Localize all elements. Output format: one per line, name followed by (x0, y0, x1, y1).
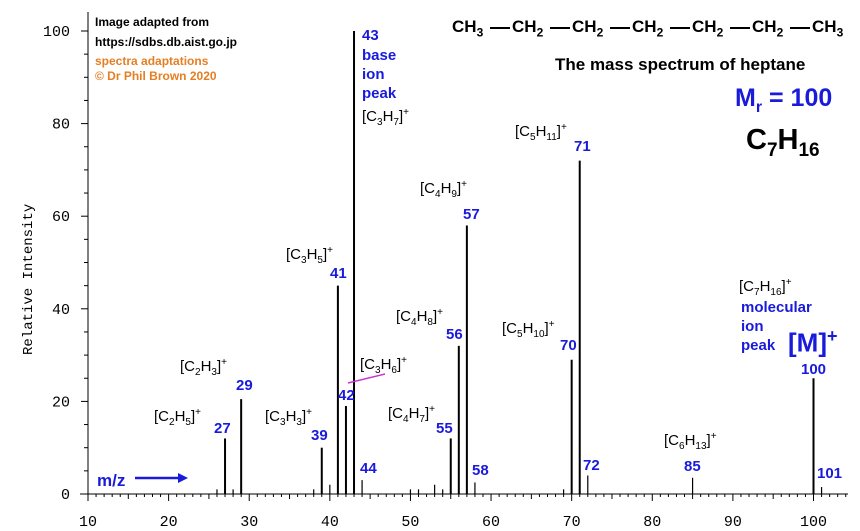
structure-group: CH3 (812, 17, 844, 40)
pointer-42 (347, 373, 386, 384)
molecular-ion-note: peak (741, 337, 776, 354)
x-tick-label: 60 (482, 514, 500, 531)
peak-mz-label: 72 (583, 457, 600, 474)
structural-formula: CH3 CH2 CH2 CH2 CH2 CH2 CH3 (452, 18, 847, 42)
y-axis-label: Relative Intensity (21, 204, 37, 355)
structure-group: CH2 (752, 17, 784, 40)
y-tick-label: 60 (52, 209, 70, 226)
structure-group: CH2 (512, 17, 544, 40)
x-tick-label: 10 (79, 514, 97, 531)
peak-mz-label: 56 (446, 326, 463, 343)
chart-axes (80, 12, 848, 501)
peak-mz-label: 58 (472, 462, 489, 479)
peak-mz-label: 43 (362, 27, 379, 44)
peak-mz-label: 101 (817, 465, 843, 482)
y-tick-label: 0 (61, 487, 70, 504)
peak-mz-label: 100 (801, 361, 827, 378)
peak-ion-label: [C5H11]+ (515, 122, 567, 143)
chart-title: The mass spectrum of heptane (555, 55, 806, 74)
peak-mz-label: 39 (311, 427, 328, 444)
x-tick-label: 70 (563, 514, 581, 531)
base-peak-note: base (362, 47, 397, 64)
x-tick-label: 80 (643, 514, 661, 531)
structure-bond (490, 27, 510, 29)
x-tick-label: 90 (724, 514, 742, 531)
structure-group: CH2 (572, 17, 604, 40)
molecular-ion-note: ion (741, 318, 764, 335)
x-tick-label: 100 (800, 514, 827, 531)
y-tick-label: 40 (52, 302, 70, 319)
peak-ion-label: [C4H8]+ (396, 307, 443, 328)
structure-bond (610, 27, 630, 29)
peak-ion-label: [C3H6]+ (360, 355, 407, 376)
peak-mz-label: 57 (463, 206, 480, 223)
peak-ion-label: [C3H3]+ (265, 407, 312, 428)
peak-mz-label: 41 (330, 265, 347, 282)
molecular-formula: C7H16 (746, 124, 820, 161)
peak-ion-label: [C3H5]+ (286, 245, 333, 266)
peak-bars (216, 31, 823, 494)
peak-mz-label: 27 (214, 420, 231, 437)
structure-bond (790, 27, 810, 29)
x-tick-label: 40 (321, 514, 339, 531)
structure-group: CH2 (692, 17, 724, 40)
peak-ion-label: [C7H16]+ (739, 277, 792, 298)
structure-bond (730, 27, 750, 29)
credit-line-2: https://sdbs.db.aist.go.jp (95, 35, 237, 49)
peak-ion-label: [C2H5]+ (154, 407, 201, 428)
x-tick-label: 50 (401, 514, 419, 531)
peak-ion-label: [C3H7]+ (362, 107, 409, 128)
relative-molecular-mass: Mr = 100 (735, 84, 833, 116)
peak-ion-label: [C2H3]+ (180, 357, 227, 378)
structure-group: CH3 (452, 17, 484, 40)
peak-ion-label: [C5H10]+ (502, 319, 555, 340)
x-tick-label: 20 (160, 514, 178, 531)
peak-mz-label: 42 (338, 387, 355, 404)
peak-mz-label: 71 (574, 138, 591, 155)
peak-ion-label: [C6H13]+ (664, 431, 717, 452)
y-tick-label: 20 (52, 394, 70, 411)
peak-ion-label: [C4H7]+ (388, 404, 435, 425)
base-peak-note: peak (362, 85, 397, 102)
credit-line-1: Image adapted from (95, 15, 210, 29)
peak-mz-label: 29 (236, 377, 253, 394)
molecular-ion-tag: [M]+ (788, 326, 838, 358)
structure-bond (550, 27, 570, 29)
peak-ion-label: [C4H9]+ (420, 179, 467, 200)
x-axis-label: m/z (97, 471, 125, 490)
peak-mz-label: 85 (684, 458, 701, 475)
structure-group: CH2 (632, 17, 664, 40)
peak-mz-label: 70 (560, 337, 577, 354)
peak-mz-label: 55 (436, 420, 453, 437)
molecular-ion-note: molecular (741, 299, 812, 316)
credit-line-3: spectra adaptations (95, 54, 209, 68)
mz-arrow-head (178, 473, 188, 483)
credit-line-4: © Dr Phil Brown 2020 (95, 69, 217, 83)
y-tick-label: 100 (43, 24, 70, 41)
x-tick-label: 30 (240, 514, 258, 531)
peak-mz-label: 44 (360, 460, 377, 477)
base-peak-note: ion (362, 66, 385, 83)
tick-labels: 10 20 30 40 50 60 70 80 90 100 0 20 40 60 80 100 (43, 24, 827, 531)
structure-bond (670, 27, 690, 29)
y-tick-label: 80 (52, 117, 70, 134)
